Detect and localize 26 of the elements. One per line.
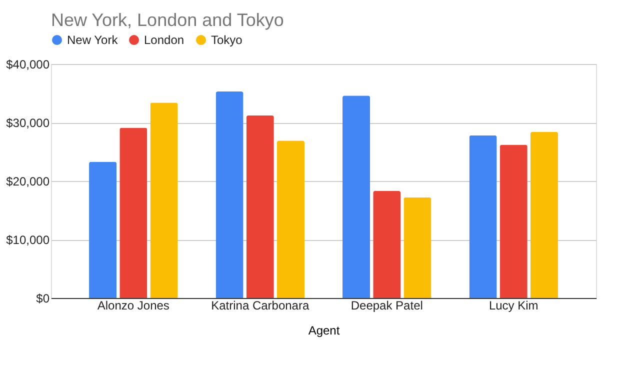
legend-label: Tokyo — [211, 33, 243, 47]
bar — [342, 96, 370, 298]
legend-label: New York — [67, 33, 119, 47]
y-tick-label: $10,000 — [6, 233, 50, 247]
bar — [373, 190, 401, 298]
bar — [120, 128, 148, 298]
legend-label: London — [144, 33, 184, 47]
y-tick-label: $0 — [36, 292, 50, 306]
bar — [150, 102, 178, 298]
bar — [469, 135, 497, 298]
x-tick-label: Katrina Carbonara — [211, 298, 310, 312]
chart-title: New York, London and Tokyo — [51, 10, 284, 30]
y-tick-label: $30,000 — [6, 116, 50, 130]
bar — [530, 132, 558, 298]
bar — [89, 162, 117, 298]
bar — [404, 197, 432, 298]
x-tick-label: Deepak Patel — [350, 298, 423, 312]
y-tick-label: $20,000 — [6, 174, 50, 188]
bar — [500, 144, 528, 298]
bar — [276, 140, 304, 298]
bar — [216, 91, 244, 298]
x-axis-title: Agent — [308, 324, 340, 338]
y-tick-label: $40,000 — [6, 58, 50, 72]
bar — [246, 115, 274, 298]
x-tick-label: Lucy Kim — [488, 298, 538, 312]
x-tick-label: Alonzo Jones — [97, 298, 170, 312]
